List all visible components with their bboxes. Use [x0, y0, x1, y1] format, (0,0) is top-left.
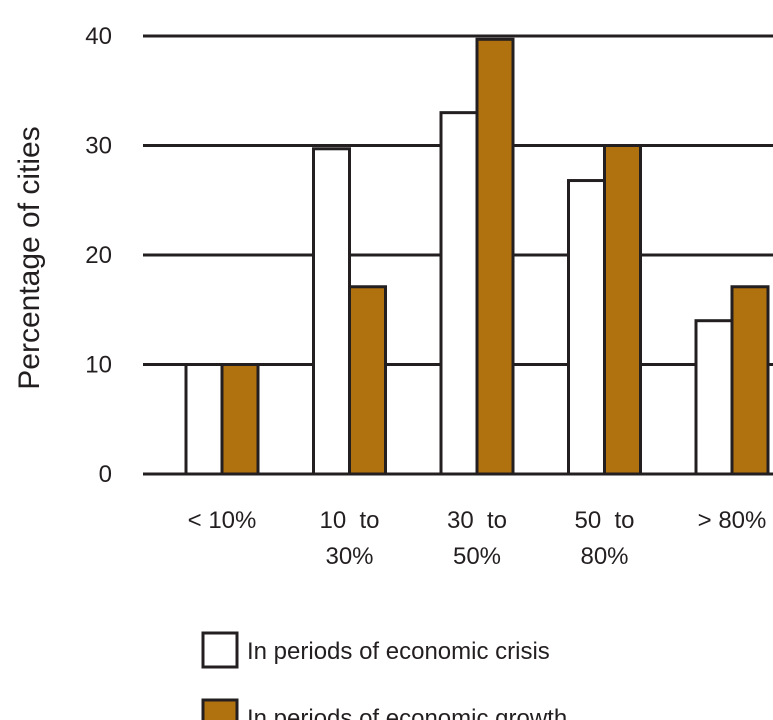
y-tick-labels: 0 10 20 30 40: [85, 23, 112, 488]
bar-growth-4: [730, 285, 770, 476]
bar-crisis-2: [439, 111, 479, 476]
bar-growth-2: [475, 37, 515, 476]
y-tick-label-0: 0: [99, 461, 112, 488]
bar-crisis-0: [184, 363, 224, 476]
bars: [184, 37, 770, 476]
y-tick-label-40: 40: [85, 23, 112, 50]
legend-label-growth: In periods of economic growth: [247, 705, 567, 720]
x-tick-label-0-line-0: < 10%: [188, 507, 257, 534]
x-tick-label-1-line-0: 10 to: [319, 507, 379, 534]
y-tick-label-20: 20: [85, 242, 112, 269]
x-tick-labels: < 10% 10 to 30% 30 to 50% 50 to 80% > 80%: [188, 507, 767, 570]
x-tick-label-3-line-0: 50 to: [574, 507, 634, 534]
x-tick-label-1-line-1: 30%: [325, 543, 373, 570]
legend-swatch-crisis: [201, 631, 239, 669]
legend: In periods of economic crisis In periods …: [201, 631, 567, 720]
legend-label-crisis: In periods of economic crisis: [247, 638, 550, 665]
y-axis-label: Percentage of cities: [13, 126, 46, 389]
x-tick-label-4-line-0: > 80%: [698, 507, 767, 534]
bar-crisis-1: [312, 147, 351, 476]
y-tick-label-10: 10: [85, 352, 112, 379]
x-tick-label-2-line-0: 30 to: [447, 507, 507, 534]
bar-growth-0: [220, 363, 260, 476]
bar-growth-1: [348, 285, 387, 476]
bar-growth-3: [603, 144, 642, 476]
y-tick-label-30: 30: [85, 133, 112, 160]
bar-crisis-3: [567, 179, 606, 476]
legend-swatch-growth: [201, 698, 239, 720]
bar-crisis-4: [694, 319, 734, 476]
x-tick-label-2-line-1: 50%: [453, 543, 501, 570]
x-tick-label-3-line-1: 80%: [580, 543, 628, 570]
